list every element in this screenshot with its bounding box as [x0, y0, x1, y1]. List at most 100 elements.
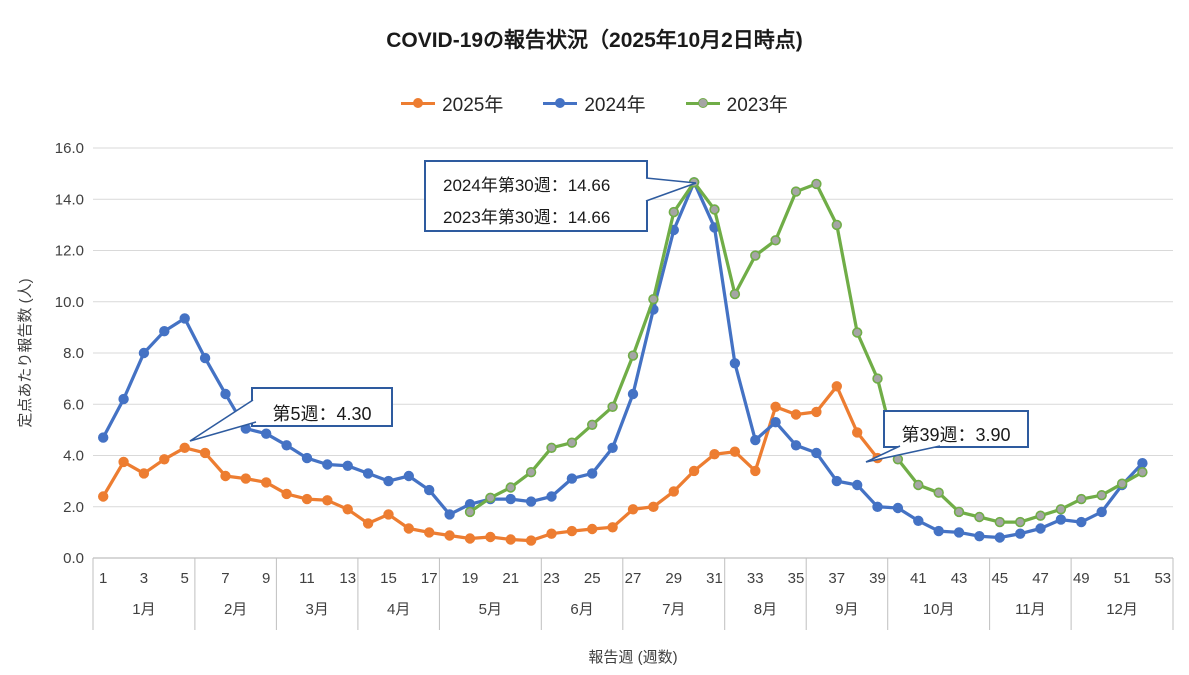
data-point-marker-2024	[1014, 528, 1026, 539]
data-point-marker-2025	[403, 523, 414, 534]
data-point-marker-2024	[138, 347, 150, 359]
data-point-marker-2023	[933, 487, 944, 498]
legend-item-2024: 2024年	[543, 90, 646, 117]
x-axis-month-label: 8月	[754, 601, 777, 618]
data-point-marker-2023	[505, 482, 516, 493]
data-point-marker-2024	[1035, 523, 1046, 534]
data-point-marker-2024	[1137, 458, 1148, 469]
x-axis-month-label: 11月	[1015, 601, 1046, 618]
data-point-marker-2024	[811, 447, 822, 459]
data-point-marker-2024	[913, 515, 924, 526]
x-axis-month-label: 1月	[132, 601, 155, 618]
callout-week39-leader	[865, 445, 941, 463]
x-axis-month-label: 12月	[1106, 601, 1138, 618]
legend: 2025年 2024年 2023年	[0, 88, 1189, 118]
data-point-marker-2024	[403, 470, 414, 482]
data-point-marker-2025	[362, 518, 374, 529]
data-point-marker-2025	[770, 401, 781, 412]
y-axis-tick-label: 16.0	[55, 140, 84, 157]
data-point-marker-2023	[1076, 493, 1087, 505]
data-point-marker-2025	[668, 486, 679, 497]
callout-week39-box	[883, 410, 1029, 448]
data-point-marker-2024	[729, 358, 741, 369]
data-point-marker-2025	[240, 473, 252, 484]
data-point-marker-2024	[159, 326, 170, 337]
data-point-marker-2023	[811, 178, 822, 190]
data-point-marker-2025	[750, 465, 761, 477]
data-point-marker-2025	[586, 523, 598, 535]
y-axis-tick-label: 2.0	[63, 499, 84, 516]
legend-label: 2024年	[584, 94, 646, 116]
data-point-marker-2025	[159, 454, 170, 465]
x-axis-week-label: 1	[99, 570, 107, 587]
x-axis-month-label: 6月	[570, 601, 593, 618]
data-point-marker-2023	[485, 492, 496, 503]
callout-week5-text: 第5週：4.30	[272, 404, 371, 424]
data-point-marker-2024	[1096, 506, 1107, 518]
data-point-marker-2025	[322, 495, 333, 506]
x-axis-week-label: 49	[1073, 570, 1090, 587]
data-point-marker-2024	[1076, 516, 1087, 528]
data-point-marker-2023	[464, 506, 476, 518]
data-point-marker-2023	[994, 516, 1005, 528]
data-point-marker-2024	[525, 496, 537, 507]
x-axis-week-label: 19	[462, 570, 479, 587]
data-point-marker-2023	[607, 401, 618, 412]
data-point-marker-2023	[648, 294, 659, 305]
data-point-marker-2023	[1055, 504, 1067, 515]
data-point-marker-2023	[974, 511, 985, 523]
data-point-marker-2025	[199, 447, 211, 459]
data-point-marker-2025	[138, 468, 150, 479]
x-axis-week-label: 53	[1154, 570, 1171, 587]
data-point-marker-2025	[485, 531, 496, 543]
x-axis-month-label: 5月	[479, 601, 502, 618]
x-axis-week-label: 3	[140, 570, 148, 587]
data-point-marker-2025	[301, 493, 313, 505]
data-point-marker-2025	[627, 504, 639, 515]
data-point-marker-2025	[688, 465, 700, 477]
data-point-marker-2024	[362, 468, 374, 479]
data-point-marker-2024	[179, 313, 190, 324]
x-axis-week-label: 17	[421, 570, 438, 587]
x-axis-week-label: 7	[221, 570, 229, 587]
y-axis-tick-label: 10.0	[55, 294, 84, 311]
data-point-marker-2024	[566, 473, 578, 484]
legend-item-2023: 2023年	[685, 90, 788, 117]
callout-week30-peak-leader	[645, 177, 697, 202]
data-point-marker-2023	[770, 235, 781, 246]
data-point-marker-2023	[525, 467, 537, 478]
data-point-marker-2024	[261, 428, 272, 439]
data-point-marker-2023	[1137, 467, 1148, 478]
data-point-marker-2023	[913, 479, 924, 491]
callout-week5-leader	[189, 399, 257, 442]
x-axis-week-label: 47	[1032, 570, 1049, 587]
legend-series-marker-icon	[685, 97, 720, 109]
legend-series-marker-icon	[543, 97, 578, 109]
data-point-marker-2024	[199, 352, 211, 364]
data-point-marker-2023	[668, 206, 679, 218]
series-line-2023	[468, 180, 1145, 524]
data-point-marker-2025	[505, 534, 516, 545]
legend-label: 2025年	[442, 94, 504, 116]
series-line-2025	[101, 384, 880, 543]
x-axis-week-label: 35	[788, 570, 805, 587]
data-point-marker-2024	[892, 502, 904, 514]
data-point-marker-2025	[709, 449, 720, 460]
data-point-marker-2024	[505, 493, 516, 505]
data-point-marker-2024	[831, 475, 842, 487]
data-point-marker-2025	[383, 509, 394, 520]
y-axis-tick-label: 6.0	[63, 396, 84, 413]
data-point-marker-2025	[424, 527, 435, 538]
data-point-marker-2025	[648, 501, 659, 512]
data-point-marker-2025	[261, 477, 272, 488]
data-point-marker-2024	[750, 434, 761, 446]
y-axis-tick-label: 14.0	[55, 191, 84, 208]
data-point-marker-2023	[851, 327, 863, 338]
data-point-marker-2023	[831, 219, 842, 231]
x-axis-week-label: 5	[181, 570, 189, 587]
data-point-marker-2025	[97, 491, 109, 502]
data-point-marker-2023	[953, 506, 965, 518]
legend-label: 2023年	[726, 94, 788, 116]
x-axis-week-label: 33	[747, 570, 764, 587]
data-point-marker-2024	[444, 509, 455, 520]
